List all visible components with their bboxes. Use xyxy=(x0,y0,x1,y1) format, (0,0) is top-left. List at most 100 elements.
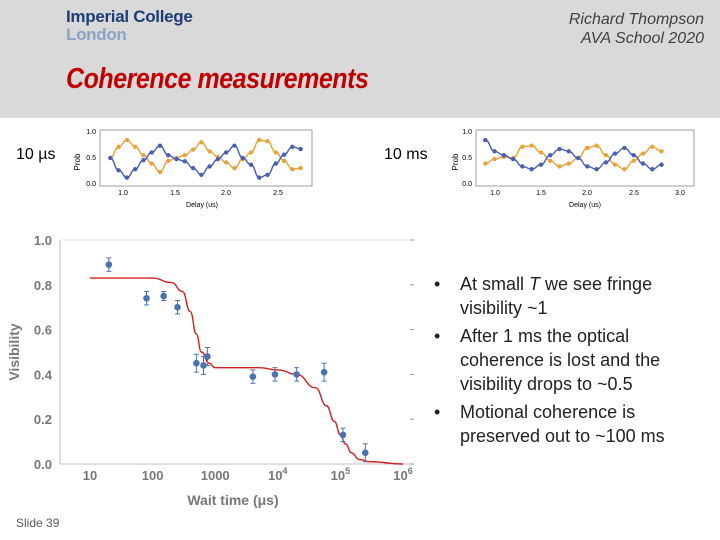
y-axis-label: Visibility xyxy=(6,323,22,381)
data-point xyxy=(650,167,655,172)
data-point xyxy=(232,143,237,148)
data-point xyxy=(585,145,590,151)
x-tick-label: 1.5 xyxy=(536,190,546,197)
data-point xyxy=(257,137,262,143)
data-point xyxy=(207,164,212,169)
data-point xyxy=(124,175,130,180)
visibility-plot: Visibility Wait time (μs) 0.0 0.2 0.4 0.6 0.… xyxy=(6,233,414,508)
x-axis-label: Delay (us) xyxy=(186,202,218,209)
data-point xyxy=(207,149,212,154)
data-point xyxy=(612,151,618,156)
data-point xyxy=(585,164,590,169)
data-point xyxy=(200,362,207,369)
data-point xyxy=(510,156,516,162)
data-point xyxy=(631,153,636,158)
data-point xyxy=(273,150,279,155)
data-point xyxy=(594,143,599,148)
x-tick-label: 2.0 xyxy=(221,190,231,197)
bullet-text: we see fringe visibility ~1 xyxy=(460,274,653,318)
data-point xyxy=(281,158,287,163)
bullet-text: After 1 ms the optical coherence is lost… xyxy=(460,326,661,394)
bullet-text: Motional coherence is preserved out to ~… xyxy=(460,402,665,446)
plot-frame xyxy=(99,129,313,187)
author-block: Richard Thompson AVA School 2020 xyxy=(569,10,704,48)
author-name: Richard Thompson xyxy=(568,11,704,28)
data-point xyxy=(529,167,534,172)
data-point xyxy=(659,162,664,167)
data-point xyxy=(290,167,295,172)
bullet-list: • At small T we see fringe visibility ~1… xyxy=(430,272,710,452)
panel-label-10us: 10 µs xyxy=(16,146,56,163)
data-point xyxy=(248,150,254,155)
y-tick-label: 0.0 xyxy=(462,181,472,188)
x-tick-label: 106 xyxy=(393,466,412,483)
data-point xyxy=(248,162,254,167)
x-axis-label: Delay (us) xyxy=(569,202,601,209)
y-tick-label: 0.0 xyxy=(86,181,96,188)
data-point xyxy=(640,161,646,166)
bullet-marker: • xyxy=(434,274,441,294)
x-tick-label: 2.0 xyxy=(582,190,592,197)
x-tick-label: 1.0 xyxy=(118,190,128,197)
fringe-plot-10ms: Prob 0.0 0.5 1.0 1.0 1.5 2.0 2.5 3.0 Del… xyxy=(451,129,695,209)
data-point xyxy=(538,150,544,155)
event-name: AVA School 2020 xyxy=(580,30,704,47)
x-tick-label: 2.5 xyxy=(629,190,639,197)
y-axis-label: Prob xyxy=(73,153,82,170)
data-point xyxy=(160,292,167,300)
x-tick-label: 105 xyxy=(331,466,350,483)
data-point xyxy=(520,164,525,169)
y-tick-label: 1.0 xyxy=(462,129,472,136)
bullet-marker: • xyxy=(434,326,441,346)
data-point xyxy=(265,139,270,144)
data-point xyxy=(575,155,581,161)
header-band xyxy=(0,0,720,118)
data-point xyxy=(557,146,562,152)
data-point xyxy=(132,167,138,172)
data-point xyxy=(249,373,257,380)
x-tick-label: 1000 xyxy=(201,468,230,483)
data-point xyxy=(157,169,163,175)
imperial-logo: Imperial College London xyxy=(66,8,193,44)
data-point xyxy=(182,159,187,164)
data-point xyxy=(166,158,171,163)
x-tick-label: 100 xyxy=(142,468,164,483)
data-point xyxy=(538,162,544,167)
data-point xyxy=(640,151,646,156)
data-point xyxy=(215,156,221,162)
data-point xyxy=(339,431,347,439)
data-point xyxy=(193,359,200,367)
data-point xyxy=(190,165,196,171)
data-point xyxy=(149,150,154,155)
logo-line2: London xyxy=(66,25,127,44)
bullet-marker: • xyxy=(434,402,441,422)
data-point xyxy=(149,161,154,166)
data-point xyxy=(223,150,229,155)
data-point xyxy=(520,144,525,149)
data-point xyxy=(157,143,163,148)
x-tick-label: 3.0 xyxy=(675,190,685,197)
logo-line1: Imperial College xyxy=(66,7,193,26)
data-point xyxy=(281,152,287,157)
data-point xyxy=(204,353,211,360)
bullet-item: • Motional coherence is preserved out to… xyxy=(430,400,710,448)
data-point xyxy=(529,143,534,148)
data-point xyxy=(116,168,121,173)
data-point xyxy=(141,158,146,163)
data-point xyxy=(273,161,279,166)
y-tick-label: 0.5 xyxy=(462,155,472,162)
data-point xyxy=(108,155,113,161)
data-point xyxy=(143,294,150,302)
data-point xyxy=(166,153,171,158)
plot-frame xyxy=(475,129,695,187)
data-point xyxy=(320,368,328,376)
fit-curve xyxy=(89,277,404,465)
bullet-emphasis: T xyxy=(529,274,541,294)
y-axis-label: Prob xyxy=(451,153,460,170)
data-point xyxy=(223,160,229,165)
data-point xyxy=(631,158,636,163)
data-point xyxy=(257,175,262,180)
data-point xyxy=(174,303,181,311)
data-point xyxy=(650,144,655,149)
data-point xyxy=(116,144,121,149)
